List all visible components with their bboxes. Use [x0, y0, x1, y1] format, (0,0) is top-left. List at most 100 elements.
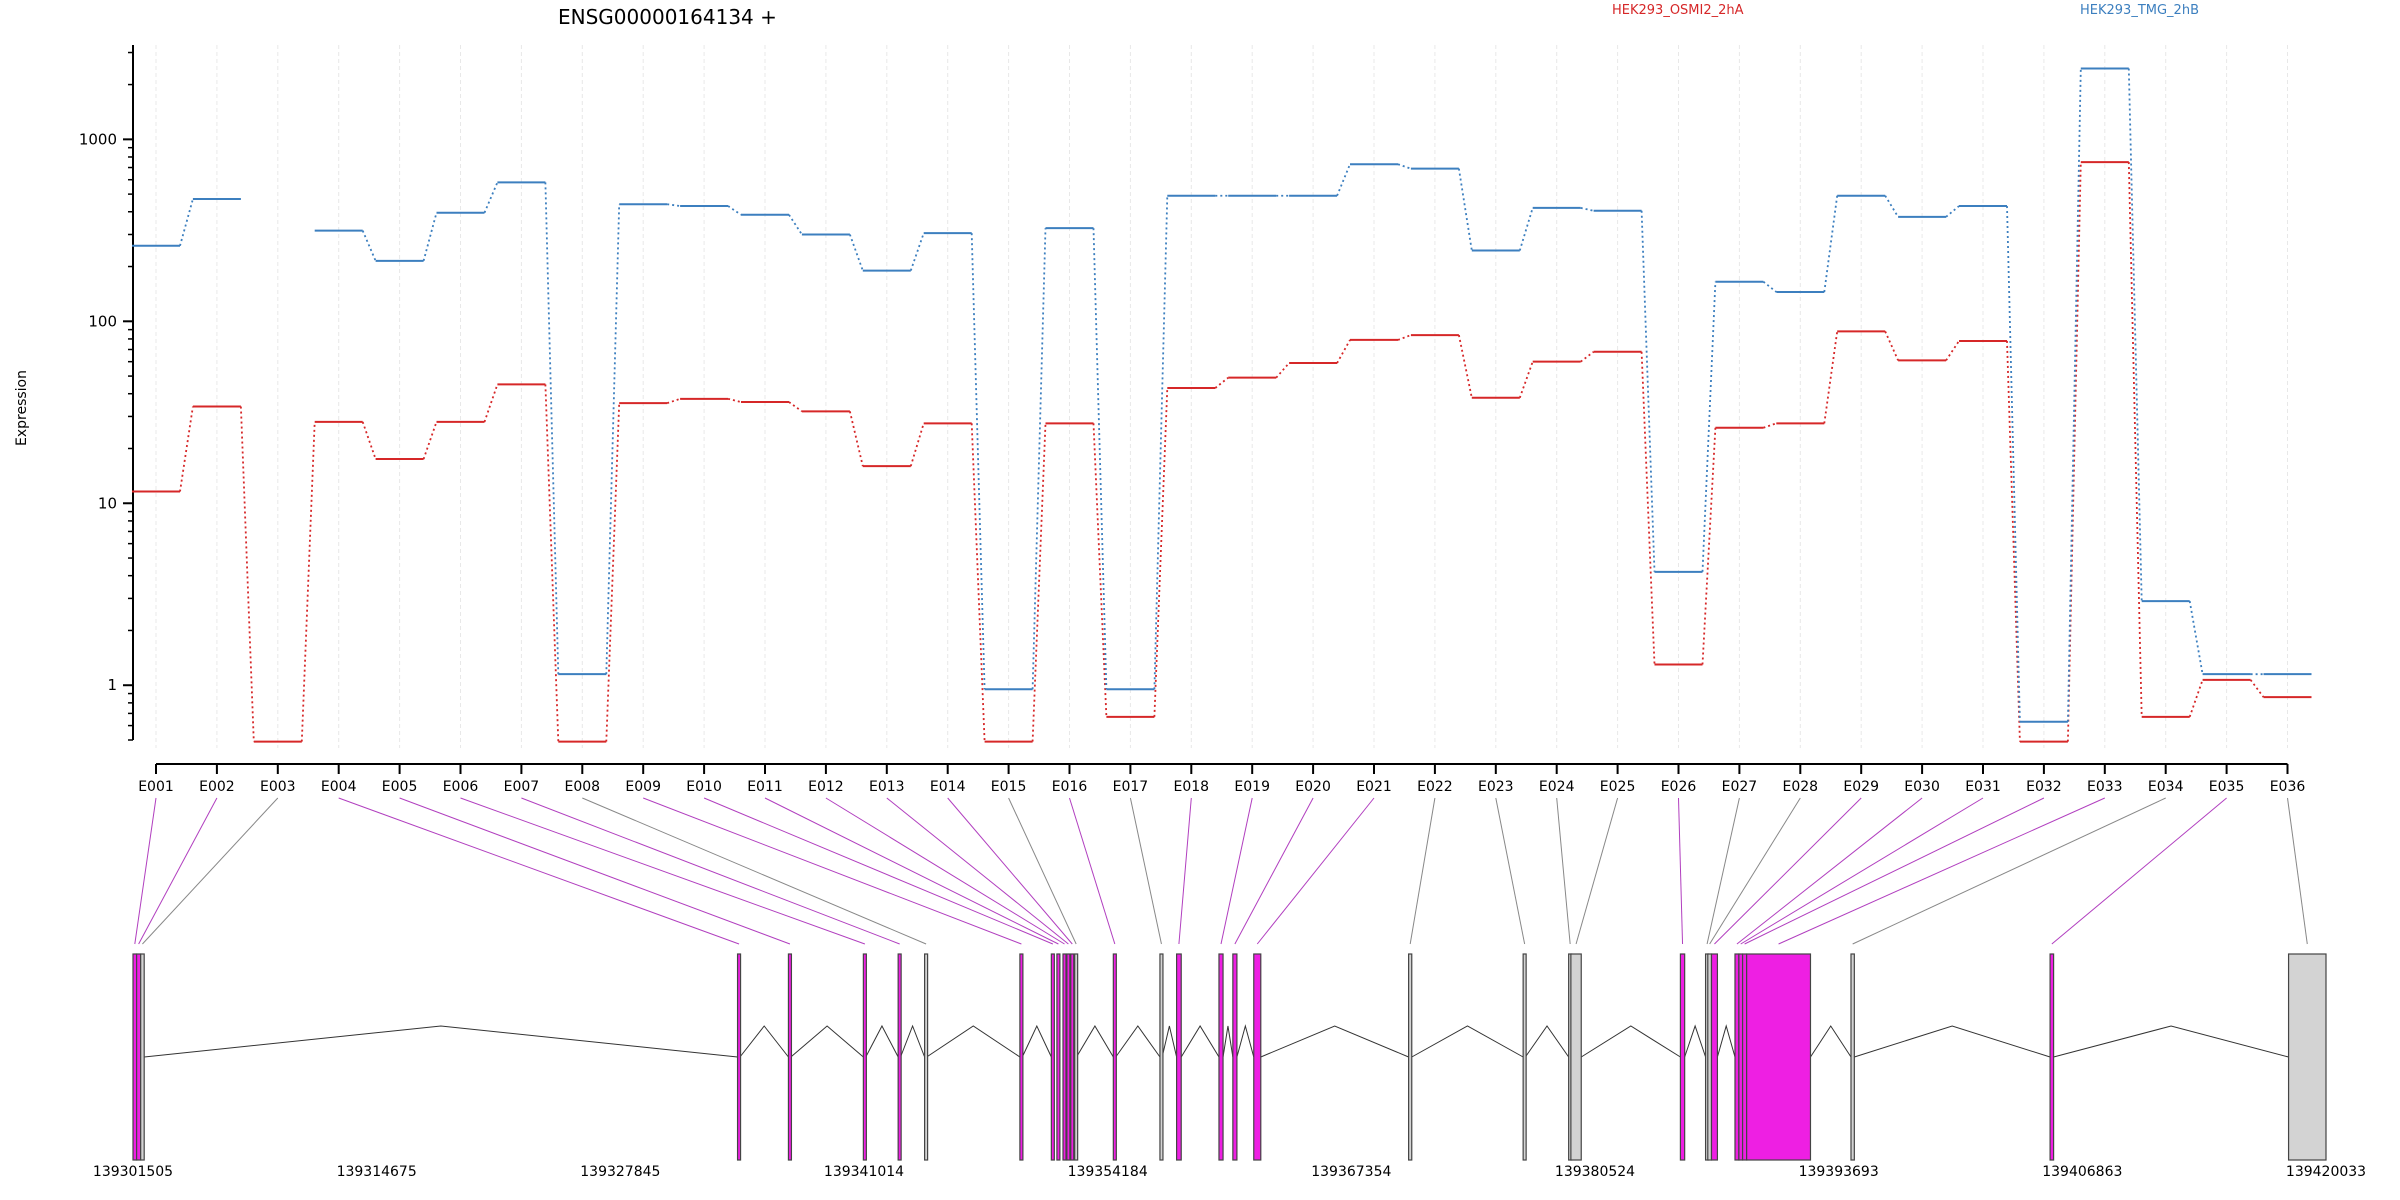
exon-box	[1070, 953, 1075, 1161]
x-tick-label: E010	[686, 779, 722, 795]
series-connector	[2006, 206, 2021, 722]
exon-connector	[764, 797, 1059, 945]
exon-connector	[134, 797, 157, 945]
exon-connector	[1178, 797, 1192, 945]
series-connector	[1153, 387, 1169, 717]
x-tick-label: E002	[199, 779, 235, 795]
series-connector	[2067, 68, 2082, 722]
series-connector	[1518, 361, 1534, 399]
exon-box	[1050, 953, 1055, 1161]
exon-box	[1850, 953, 1855, 1161]
exon-connector	[703, 797, 1054, 945]
series-connector	[970, 423, 986, 742]
series-connector	[1031, 423, 1047, 742]
exon-connector	[1744, 797, 2045, 945]
exon-connector	[138, 797, 218, 945]
intron-line	[1021, 1024, 1052, 1058]
gene-model: 139301505 139314675 139327845 139341014 1393…	[93, 953, 2366, 1180]
exon-box	[1253, 953, 1262, 1161]
series-connector	[1275, 362, 1290, 379]
exon-connector	[1575, 797, 1619, 945]
series-connector	[2067, 162, 2082, 742]
legend-entry-tmg: HEK293_TMG_2hB	[2080, 3, 2199, 18]
exon-box	[736, 953, 742, 1161]
exon-box	[1741, 953, 1748, 1161]
exon-connector	[2287, 797, 2308, 945]
intron-line	[2053, 1025, 2289, 1058]
series-connector	[1458, 334, 1473, 398]
x-tick-label: E006	[443, 779, 479, 795]
exon-connector	[1008, 797, 1077, 945]
intron-line	[1854, 1025, 2051, 1058]
x-tick-label: E014	[930, 779, 966, 795]
x-tick-label: E022	[1417, 779, 1453, 795]
exon-box	[1056, 953, 1061, 1161]
exon-connector	[338, 797, 740, 945]
y-tick-label: 1	[107, 676, 117, 694]
intron-line	[1524, 1025, 1570, 1058]
series-connector	[605, 204, 621, 675]
x-tick-label: E013	[869, 779, 905, 795]
series-0	[132, 161, 2312, 743]
coordinate-label: 139393693	[1799, 1164, 1879, 1180]
series-connector	[727, 205, 742, 216]
series-connector	[2249, 679, 2265, 698]
x-axis: E001 E002 E003 E004 E005 E006 E007 E008 E009 E010…	[138, 763, 2305, 795]
intron-line	[144, 1025, 738, 1058]
x-tick-label: E011	[747, 779, 783, 795]
exon-connector	[1234, 797, 1314, 945]
intron-line	[1810, 1025, 1852, 1058]
exon-box	[1679, 953, 1686, 1161]
exon-connector	[1129, 797, 1162, 945]
x-tick-label: E026	[1661, 779, 1697, 795]
series-connector	[361, 421, 377, 460]
vertical-grid	[155, 45, 2288, 748]
x-tick-label: E018	[1174, 779, 1210, 795]
series-connector	[1640, 210, 1656, 572]
exon-connector	[142, 797, 279, 945]
exon-box	[1570, 953, 1582, 1161]
x-tick-label: E009	[625, 779, 661, 795]
exon-connector	[1706, 797, 1740, 945]
series-connector	[1762, 281, 1777, 293]
intron-line	[1180, 1025, 1220, 1058]
intron-line	[1716, 1024, 1736, 1058]
intron-line	[1161, 1025, 1178, 1058]
intron-line	[1684, 1024, 1707, 1058]
coordinate-label: 139301505	[93, 1164, 173, 1180]
x-tick-label: E032	[2026, 779, 2062, 795]
y-axis-label: Expression	[14, 370, 30, 446]
exon-connector	[947, 797, 1073, 945]
series-connector	[240, 406, 255, 742]
series-connector	[1458, 168, 1473, 251]
series-connector	[727, 397, 742, 403]
x-tick-label: E029	[1843, 779, 1879, 795]
series-connector	[1640, 351, 1656, 665]
y-tick-label: 1000	[79, 130, 117, 148]
intron-line	[739, 1025, 789, 1058]
exon-box	[1159, 953, 1164, 1161]
intron-line	[1411, 1025, 1524, 1058]
series-connector	[2006, 340, 2021, 742]
coordinate-label: 139367354	[1311, 1164, 1391, 1180]
series-connector	[1518, 207, 1534, 251]
series-connector	[2127, 162, 2143, 717]
series-connector	[1763, 422, 1777, 429]
series-connector	[909, 423, 925, 467]
series-connector	[1153, 195, 1169, 690]
series-connector	[849, 411, 864, 467]
series-connector	[2127, 68, 2143, 602]
series-connector	[1823, 331, 1839, 424]
series-connector	[1031, 228, 1047, 690]
series-connector	[909, 232, 925, 271]
series-connector	[666, 397, 681, 405]
series-1	[132, 67, 2312, 723]
coordinate-label: 139420033	[2286, 1164, 2366, 1180]
series-connector	[422, 212, 438, 262]
coordinate-label: 139354184	[1068, 1164, 1148, 1180]
chart-title: ENSG00000164134 +	[558, 5, 777, 29]
coordinate-label: 139327845	[580, 1164, 660, 1180]
intron-line	[1076, 1025, 1114, 1058]
exon-connector	[1852, 797, 2166, 945]
series-lines	[132, 67, 2312, 743]
